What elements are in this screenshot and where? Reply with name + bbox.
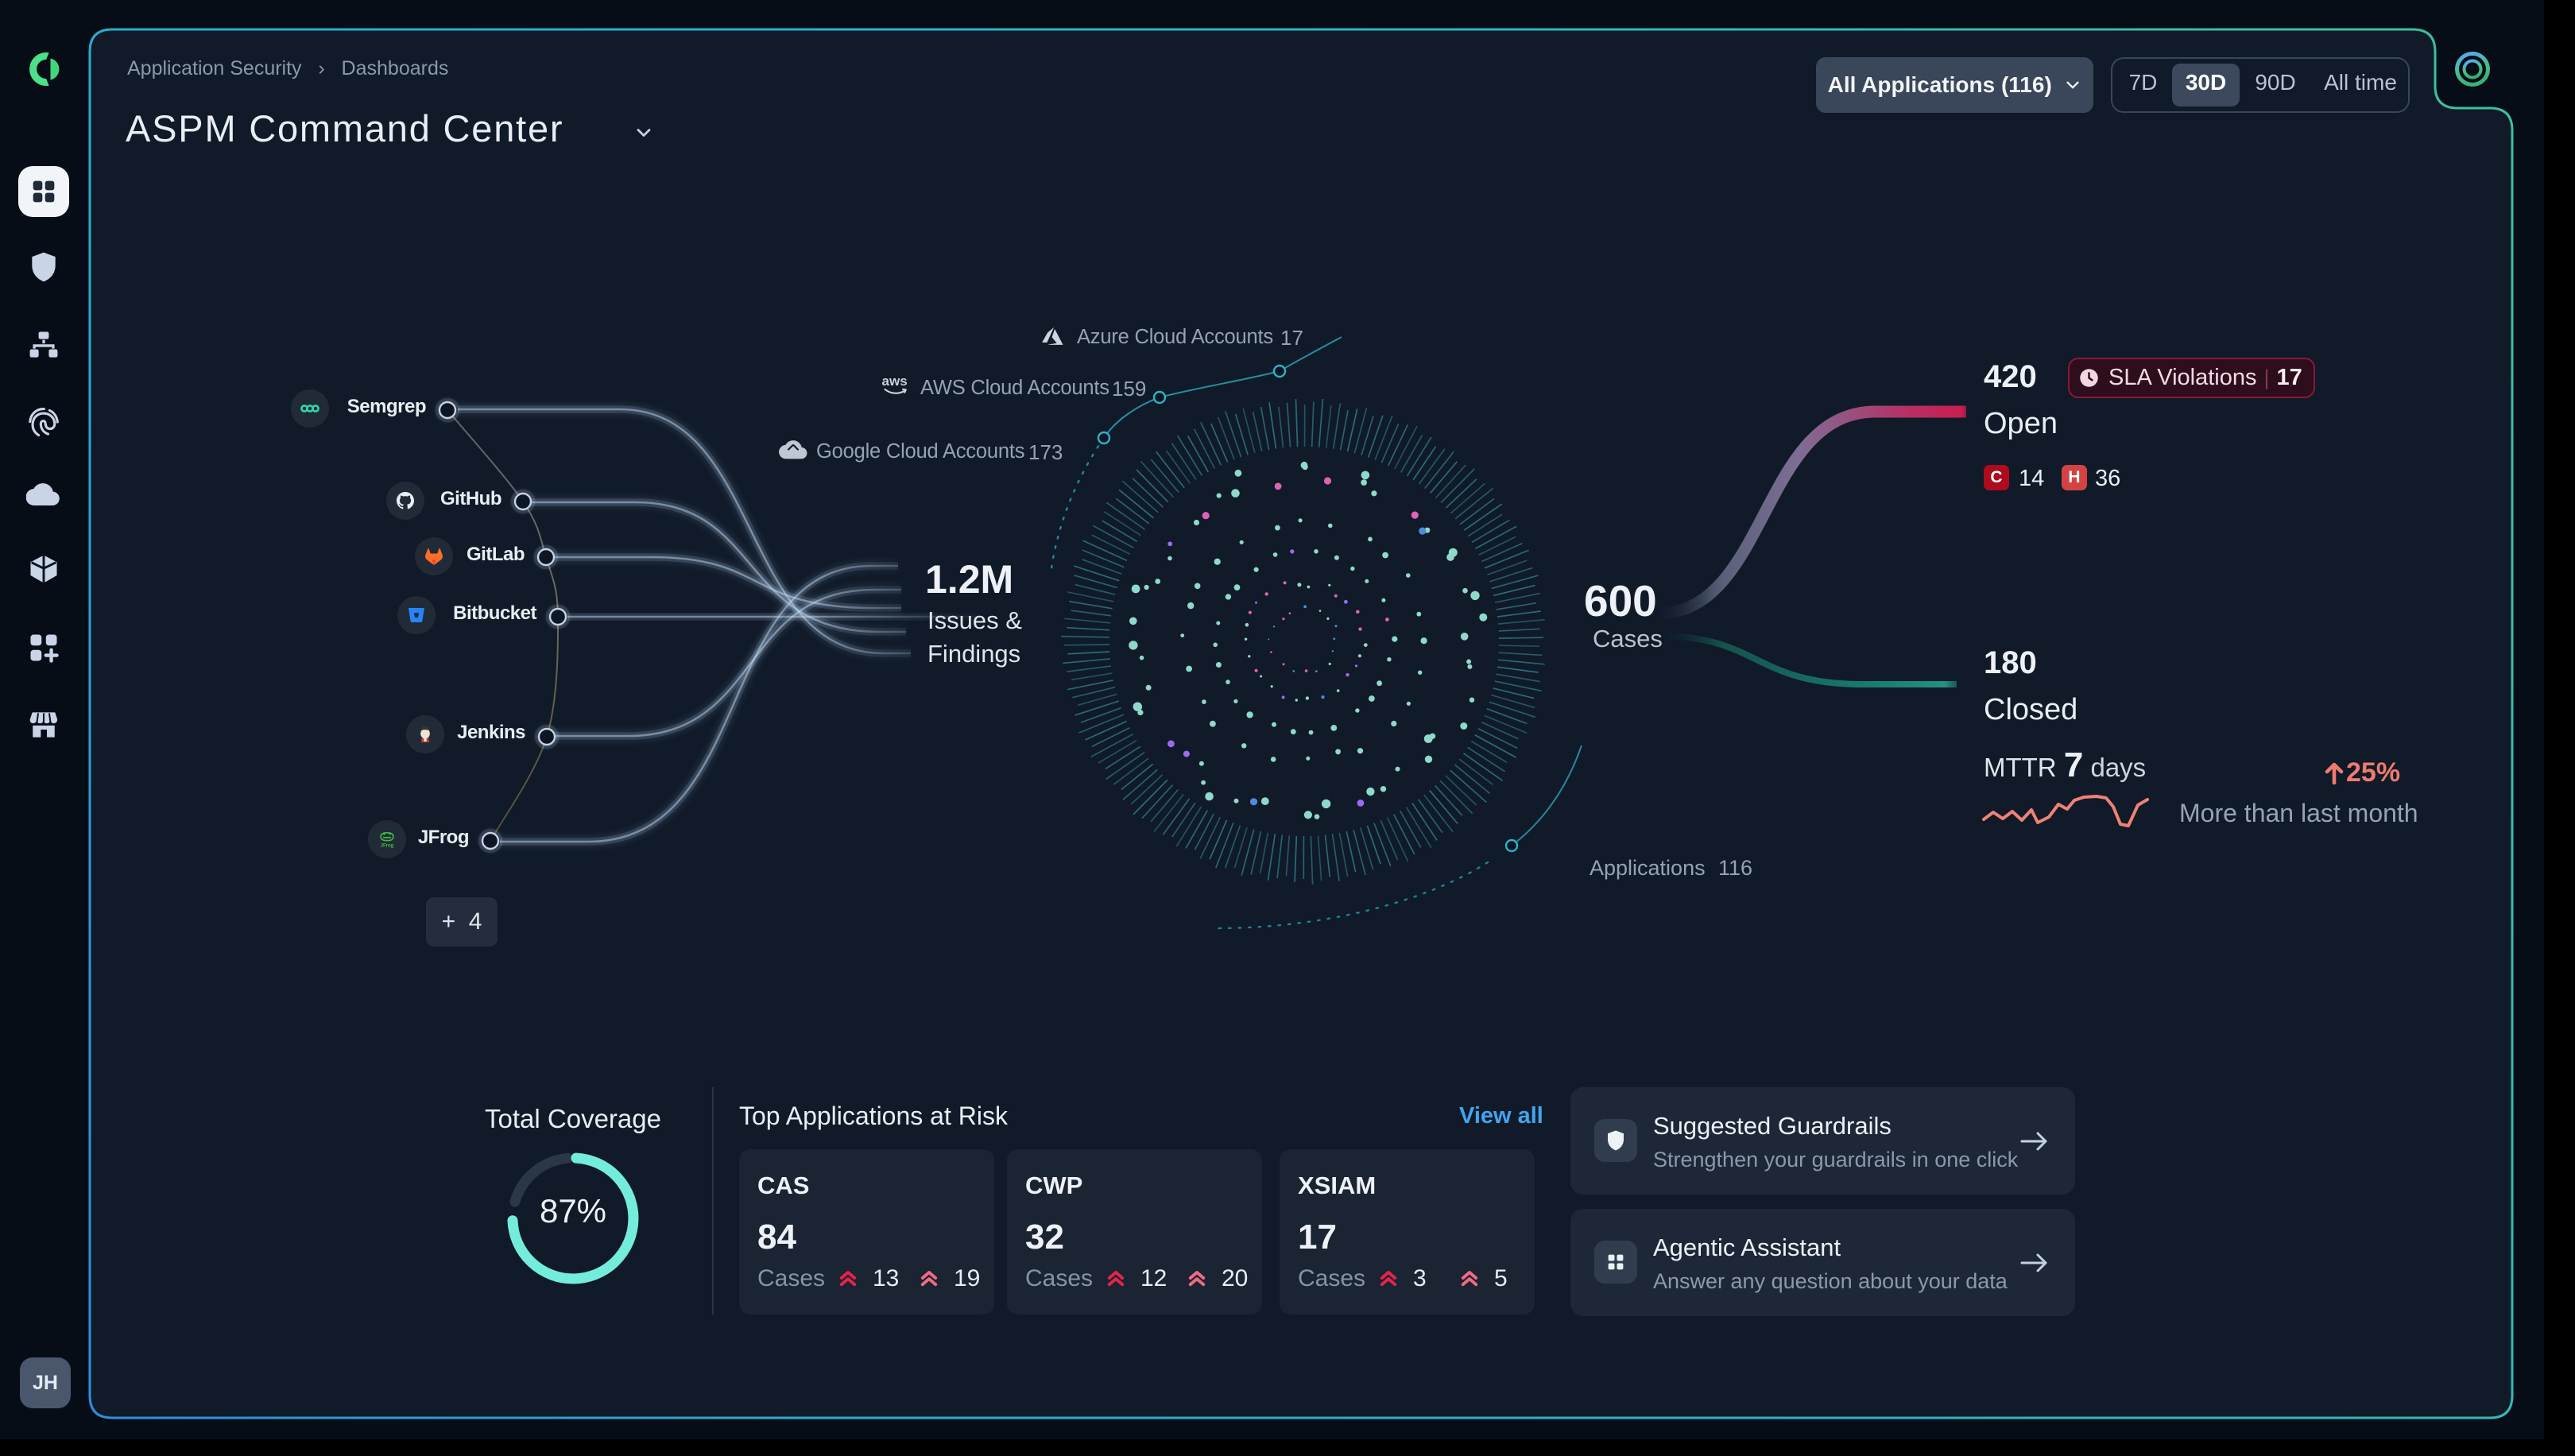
- svg-text:aws: aws: [882, 374, 908, 389]
- svg-text:JFrog: JFrog: [381, 844, 394, 849]
